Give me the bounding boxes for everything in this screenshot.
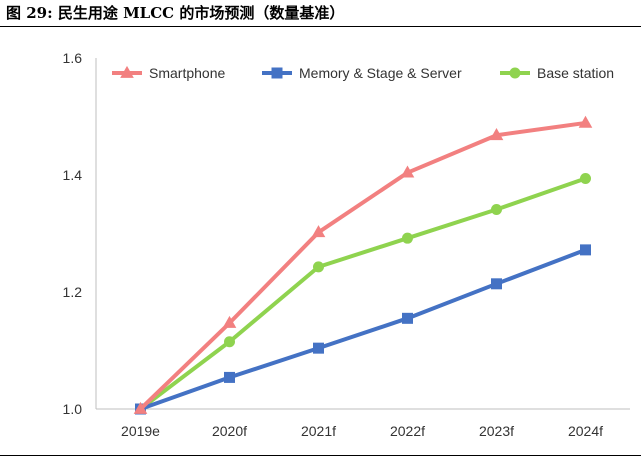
data-point: [402, 232, 413, 244]
data-point: [224, 336, 235, 348]
legend-swatch-marker: [509, 67, 521, 79]
x-tick-label: 2024f: [568, 423, 603, 439]
figure-title: 图 29: 民生用途 MLCC 的市场预测（数量基准）: [6, 4, 345, 22]
data-point: [578, 115, 593, 128]
data-point: [580, 173, 591, 185]
data-point: [580, 244, 591, 256]
data-point: [491, 278, 502, 290]
legend-item: Base station: [500, 65, 614, 81]
legend-label: Smartphone: [149, 65, 225, 81]
x-tick-labels: 2019e 2020f 2021f 2022f 2023f 2024f: [121, 423, 603, 439]
data-point: [222, 315, 237, 328]
y-tick-label: 1.0: [63, 401, 83, 417]
series-triangle: [133, 115, 593, 414]
x-tick-label: 2022f: [390, 423, 425, 439]
data-point: [311, 225, 326, 238]
legend-item: Memory & Stage & Server: [262, 65, 462, 81]
y-tick-label: 1.4: [63, 167, 83, 183]
data-point: [402, 312, 413, 324]
legend-swatch-marker: [120, 65, 134, 78]
data-point: [491, 204, 502, 216]
data-point: [313, 342, 324, 354]
y-tick-label: 1.6: [63, 50, 83, 66]
legend-label: Base station: [537, 65, 614, 81]
x-tick-label: 2021f: [301, 423, 336, 439]
series-circle: [135, 173, 591, 415]
x-tick-label: 2019e: [121, 423, 160, 439]
bottom-rule: [0, 455, 641, 456]
legend-label: Memory & Stage & Server: [299, 65, 462, 81]
data-point: [133, 401, 148, 414]
data-point: [224, 371, 235, 383]
data-point: [400, 165, 415, 178]
title-rule: [0, 26, 641, 27]
y-tick-labels: 1.0 1.2 1.4 1.6: [63, 50, 83, 417]
series-square: [135, 244, 591, 415]
series-line: [138, 120, 588, 411]
data-point: [313, 261, 324, 273]
legend: Smartphone Memory & Stage & Server Base st…: [112, 65, 614, 81]
x-tick-label: 2023f: [479, 423, 514, 439]
legend-swatch-marker: [271, 67, 283, 79]
series-line: [138, 247, 588, 411]
series-line: [138, 176, 588, 411]
y-tick-label: 1.2: [63, 284, 83, 300]
series-layer: [133, 115, 593, 415]
legend-item: Smartphone: [112, 65, 225, 81]
data-point: [489, 128, 504, 141]
x-tick-label: 2020f: [212, 423, 247, 439]
